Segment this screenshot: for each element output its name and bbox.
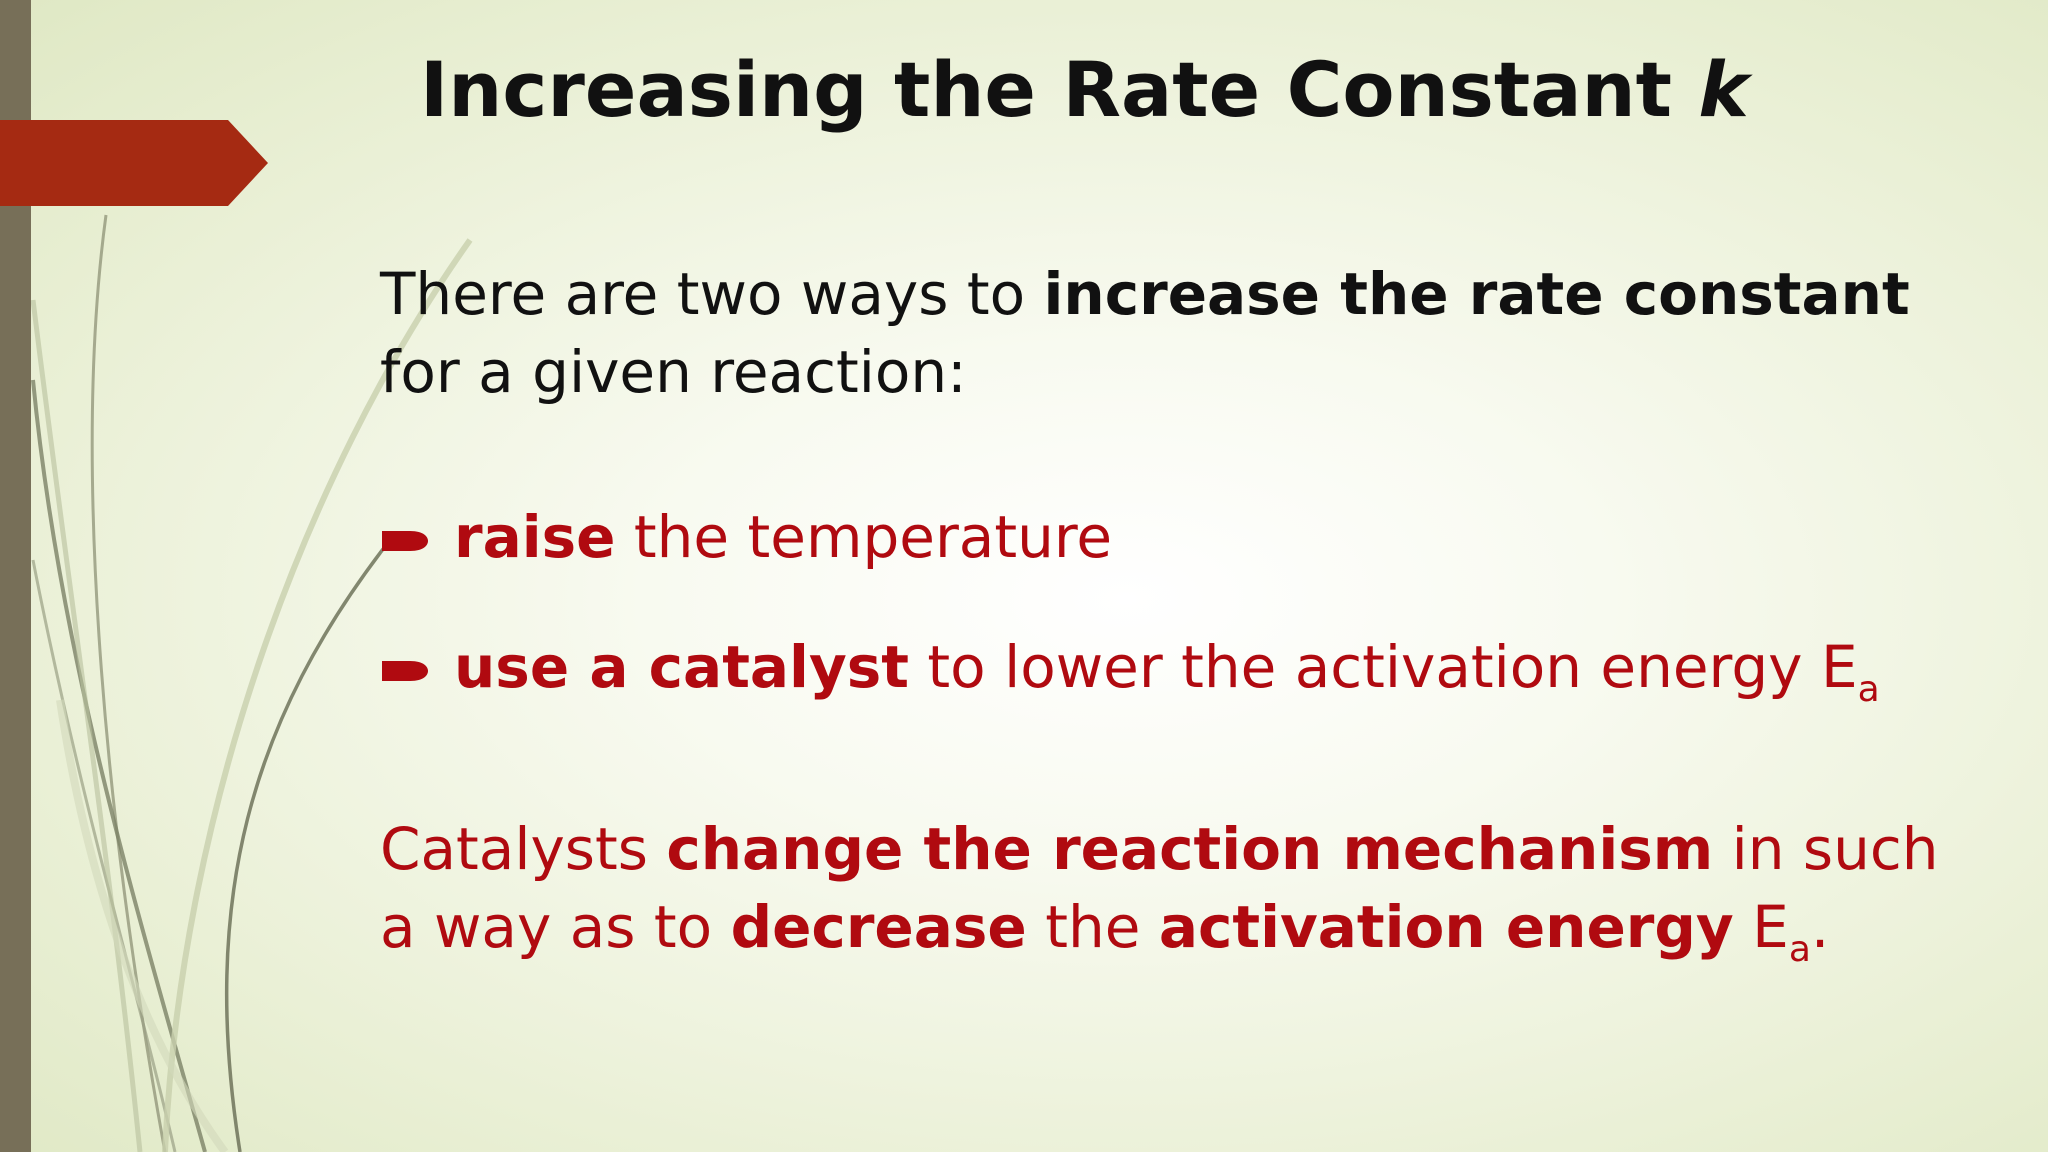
bullet-text: the temperature	[615, 503, 1113, 571]
catalyst-bold-3: activation energy	[1158, 893, 1734, 961]
catalyst-paragraph: Catalysts change the reaction mechanism …	[380, 810, 1980, 968]
bullet-bold: raise	[454, 503, 616, 571]
arrow-tab-shape	[0, 120, 268, 206]
arrow-bullet-icon	[382, 530, 428, 551]
intro-bold-phrase: increase the rate constant	[1043, 260, 1910, 328]
bullet-item: raise the temperature	[380, 498, 1112, 576]
intro-text-1: There are two ways to	[380, 260, 1044, 328]
subscript-a: a	[1788, 929, 1811, 970]
catalyst-text-1: Catalysts	[380, 815, 667, 883]
slide-title: Increasing the Rate Constant k	[420, 40, 1820, 140]
bullet-bold: use a catalyst	[454, 633, 909, 701]
bullet-text: to lower the activation energy E	[909, 633, 1858, 701]
catalyst-bold-2: decrease	[730, 893, 1027, 961]
catalyst-text-2: in such a way as to	[380, 815, 1939, 961]
catalyst-bold-1: change the reaction mechanism	[666, 815, 1714, 883]
catalyst-text-5: .	[1810, 893, 1830, 961]
intro-text-2: for a given reaction:	[380, 338, 967, 406]
catalyst-text-4: E	[1733, 893, 1789, 961]
arrow-bullet-icon	[382, 660, 428, 681]
intro-paragraph: There are two ways to increase the rate …	[380, 255, 1940, 411]
bullet-item: use a catalyst to lower the activation e…	[380, 628, 1880, 708]
title-variable-k: k	[1698, 45, 1749, 134]
subscript-a: a	[1857, 669, 1880, 710]
catalyst-text-3: the	[1026, 893, 1159, 961]
title-text: Increasing the Rate Constant	[420, 45, 1699, 134]
